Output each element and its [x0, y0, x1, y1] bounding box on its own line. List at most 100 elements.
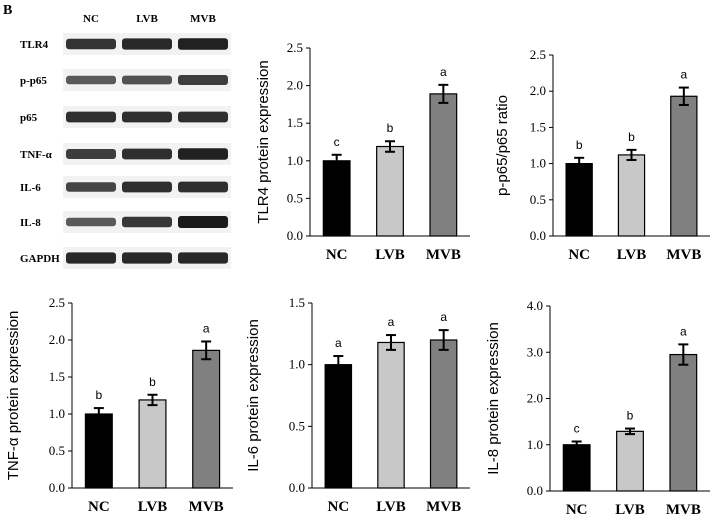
bar-mvb [669, 353, 698, 492]
blot-band [66, 111, 116, 123]
significance-letter: a [335, 336, 342, 350]
y-tick-label: 3.0 [527, 344, 543, 359]
x-category-label: NC [326, 247, 348, 263]
significance-letter: b [95, 388, 102, 402]
y-tick-label: 2.0 [527, 391, 543, 406]
blot-row-label: p-p65 [20, 75, 47, 87]
bar-lvb [617, 154, 646, 237]
bar-nc [84, 413, 113, 489]
lane-label-nc: NC [83, 13, 99, 25]
y-tick-label: 4.0 [527, 298, 543, 313]
blot-band [178, 216, 228, 228]
bar-lvb [616, 430, 644, 492]
blot-band [122, 148, 172, 160]
y-axis-title: IL-8 protein expression [485, 322, 502, 475]
significance-letter: a [680, 68, 687, 82]
significance-letter: b [387, 121, 394, 135]
significance-letter: a [203, 321, 210, 335]
y-tick-label: 1.5 [287, 115, 303, 130]
y-tick-label: 1.5 [49, 369, 65, 384]
x-category-label: MVB [426, 247, 461, 263]
blot-band [66, 149, 116, 159]
lane-label-mvb: MVB [190, 13, 216, 25]
y-tick-label: 0.0 [49, 480, 65, 495]
blot-row-label: GAPDH [20, 253, 60, 265]
y-tick-label: 0.5 [287, 190, 303, 205]
y-tick-label: 1.0 [287, 153, 303, 168]
bar-chart-4: 0.0 0.5 1.0 1.5 IL-6 protein expression a NC a L… [245, 295, 470, 515]
blot-row-label: TNF-α [20, 149, 53, 161]
y-tick-label: 2.5 [530, 47, 546, 62]
bar-mvb [670, 95, 698, 237]
y-tick-label: 1.0 [289, 357, 305, 372]
bar-lvb [376, 145, 404, 237]
x-category-label: MVB [666, 247, 701, 263]
significance-letter: a [388, 315, 395, 329]
bar-mvb [192, 349, 221, 489]
lane-label-lvb: LVB [136, 13, 158, 25]
blot-band [66, 182, 116, 192]
bar-nc [562, 444, 591, 492]
blot-row-label: IL-8 [20, 217, 41, 229]
x-category-label: MVB [426, 499, 461, 515]
y-tick-label: 1.5 [289, 295, 305, 310]
y-tick-label: 0.5 [530, 192, 546, 207]
blot-row-label: TLR4 [20, 39, 49, 51]
y-tick-label: 0.5 [49, 443, 65, 458]
blot-band [178, 38, 228, 50]
x-category-label: NC [566, 502, 588, 518]
blot-band [178, 111, 228, 123]
blot-band [122, 216, 172, 228]
x-category-label: NC [327, 499, 349, 515]
bar-mvb [429, 339, 458, 489]
bar-chart-3: 0.0 0.5 1.0 1.5 2.0 2.5 TNF-α protein expressi… [5, 295, 233, 515]
x-category-label: LVB [376, 499, 405, 515]
blot-band [122, 252, 172, 264]
blot-band [122, 38, 172, 50]
significance-letter: a [440, 65, 447, 79]
y-tick-label: 2.5 [287, 40, 303, 55]
y-tick-label: 2.0 [530, 83, 546, 98]
blot-band [66, 38, 116, 50]
blot-band [66, 252, 116, 264]
x-category-label: MVB [666, 502, 701, 518]
blot-band [122, 181, 172, 193]
y-tick-label: 2.5 [49, 295, 65, 310]
significance-letter: c [334, 135, 340, 149]
blot-band [178, 181, 228, 193]
y-axis-title: TNF-α protein expression [5, 311, 22, 481]
blot-band [122, 111, 172, 123]
y-tick-label: 1.0 [527, 437, 543, 452]
y-tick-label: 1.0 [530, 156, 546, 171]
bar-charts: 0.0 0.5 1.0 1.5 2.0 2.5 TLR4 protein expressio… [5, 40, 710, 518]
significance-letter: b [149, 375, 156, 389]
bar-chart-2: 0.0 0.5 1.0 1.5 2.0 2.5 p-p65/p65 ratio b NC b LVB… [494, 47, 710, 263]
x-category-label: NC [568, 247, 590, 263]
y-tick-label: 0.5 [289, 418, 305, 433]
y-tick-label: 0.0 [289, 480, 305, 495]
y-tick-label: 0.0 [287, 228, 303, 243]
y-axis-title: p-p65/p65 ratio [494, 95, 511, 196]
blot-band [178, 148, 228, 160]
bar-chart-5: 0.0 1.0 2.0 3.0 4.0 IL-8 protein expression c N… [485, 298, 710, 518]
blot-row-label: IL-6 [20, 182, 41, 194]
blot-band [66, 217, 116, 227]
x-category-label: LVB [615, 502, 644, 518]
x-category-label: LVB [617, 247, 646, 263]
x-category-label: LVB [138, 499, 167, 515]
significance-letter: b [628, 130, 635, 144]
x-category-label: LVB [375, 247, 404, 263]
x-category-label: NC [88, 499, 110, 515]
blot-row-label: p65 [20, 112, 38, 124]
y-axis-title: IL-6 protein expression [245, 319, 262, 472]
y-axis-title: TLR4 protein expression [255, 60, 272, 223]
x-category-label: MVB [189, 499, 224, 515]
bar-lvb [138, 399, 167, 489]
blot-band [122, 75, 172, 85]
significance-letter: a [440, 310, 447, 324]
y-tick-label: 1.0 [49, 406, 65, 421]
significance-letter: a [680, 324, 687, 338]
bar-mvb [429, 93, 458, 237]
panel-label: B [3, 3, 12, 18]
